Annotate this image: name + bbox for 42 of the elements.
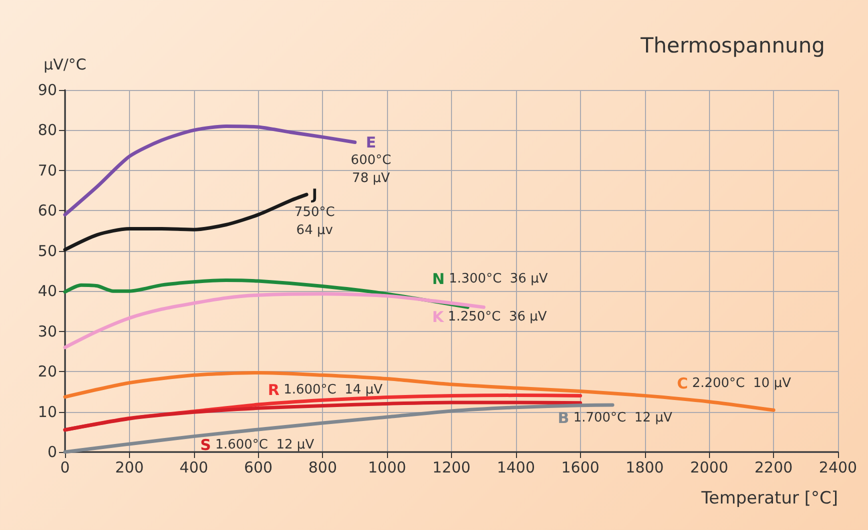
y-tick-label: 50 <box>38 242 57 260</box>
x-tick-label: 1200 <box>432 458 471 476</box>
series-label: K <box>432 308 446 326</box>
y-tick-label: 30 <box>38 322 57 340</box>
x-tick-label: 1400 <box>496 458 536 476</box>
annotation: 600°C 78 µV <box>350 152 392 186</box>
x-tick-label: 1800 <box>626 458 664 476</box>
x-tick-label: 600 <box>244 458 273 476</box>
x-tick-label: 2200 <box>754 458 793 476</box>
annotation: 1.700°C 12 µV <box>569 410 672 426</box>
y-axis-title: µV/°C <box>44 56 86 74</box>
x-tick-label: 400 <box>180 458 208 476</box>
y-tick-label: 70 <box>38 161 57 180</box>
series-label: N <box>432 270 445 288</box>
series-label: R <box>268 381 280 400</box>
annotation: 750°C 64 µv <box>294 205 335 238</box>
y-tick-label: 90 <box>38 81 57 99</box>
annotation: 1.600°C 14 µV <box>279 382 383 398</box>
y-tick-label: 40 <box>38 282 57 300</box>
x-tick-label: 800 <box>308 458 337 476</box>
annotation: 1.600°C 12 µV <box>211 437 314 452</box>
chart-title: Thermospannung <box>640 34 826 58</box>
x-tick-label: 1000 <box>368 458 406 476</box>
annotation: 2.200°C 10 µV <box>688 376 792 392</box>
x-tick-label: 200 <box>115 458 144 476</box>
series-label: J <box>310 186 318 204</box>
y-tick-label: 60 <box>38 202 57 220</box>
y-tick-label: 10 <box>38 402 57 421</box>
series-label: S <box>200 436 212 454</box>
annotation: 1.250°C 36 µV <box>444 309 547 324</box>
annotation: 1.300°C 36 µV <box>444 272 548 287</box>
x-tick-label: 0 <box>60 458 70 476</box>
x-tick-label: 2000 <box>690 458 728 476</box>
y-tick-label: 80 <box>38 121 57 140</box>
y-tick-label: 20 <box>38 362 57 381</box>
x-axis-title: Temperatur [°C] <box>700 488 838 508</box>
series-label: E <box>366 133 376 152</box>
x-tick-label: 2400 <box>818 458 858 476</box>
series-label: C <box>676 374 688 393</box>
y-tick-label: 0 <box>47 443 57 461</box>
series-label: B <box>558 408 570 427</box>
x-tick-label: 1600 <box>561 458 600 476</box>
